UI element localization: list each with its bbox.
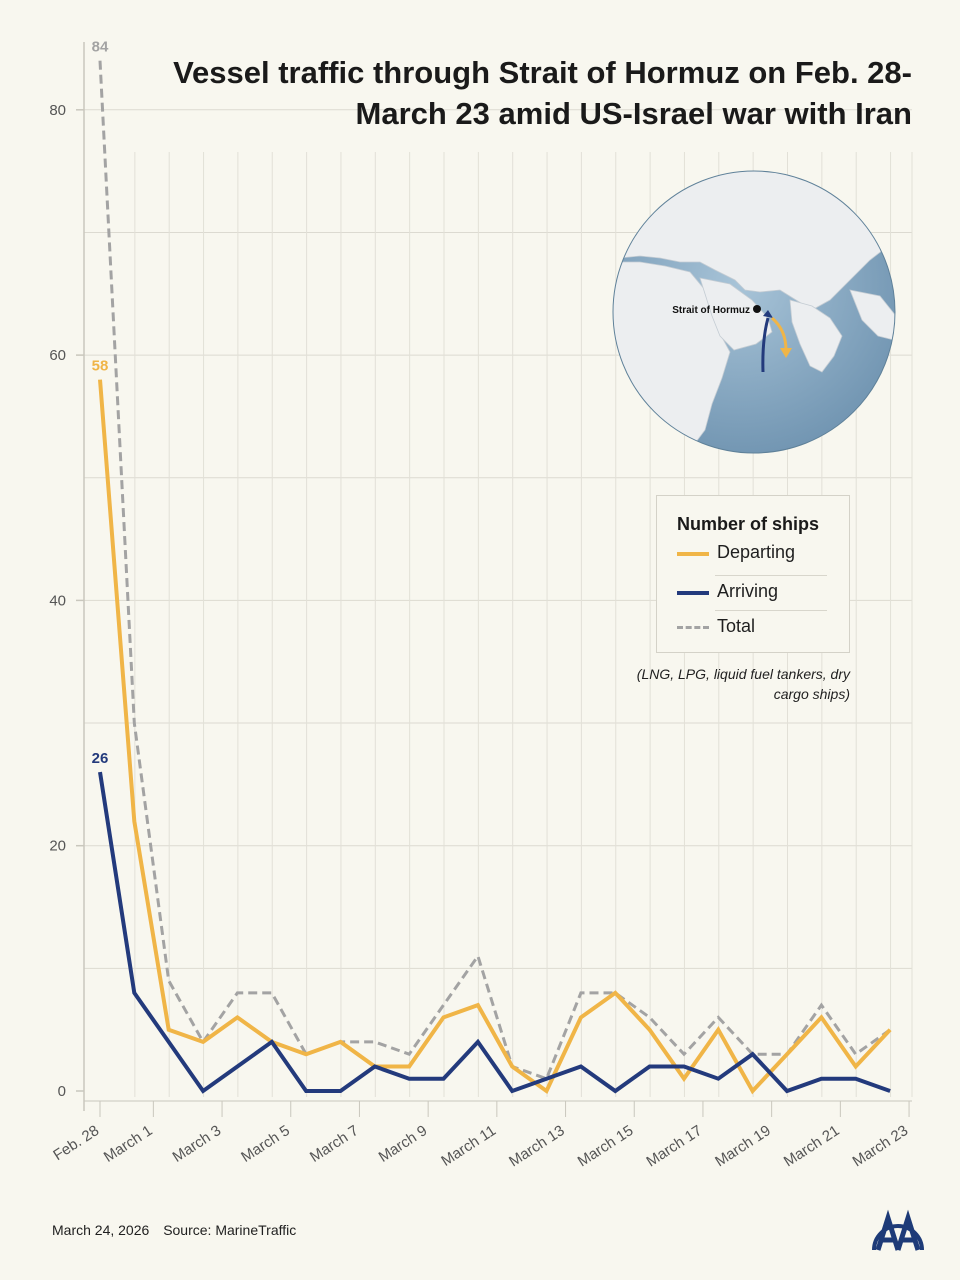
aa-logo-icon bbox=[872, 1209, 924, 1251]
departure-arrow-icon bbox=[770, 316, 788, 351]
data-label-departing: 58 bbox=[92, 358, 109, 375]
footer-date: March 24, 2026 bbox=[52, 1222, 150, 1238]
legend-swatch-arriving bbox=[677, 591, 709, 595]
departure-arrowhead-icon bbox=[780, 348, 792, 358]
legend-label-departing: Departing bbox=[717, 542, 796, 562]
chart-note: (LNG, LPG, liquid fuel tankers, dry carg… bbox=[636, 666, 850, 702]
arrival-arrow-icon bbox=[761, 317, 770, 373]
x-tick-label: March 13 bbox=[506, 1122, 568, 1170]
series-lines bbox=[98, 60, 892, 1095]
footer-source: Source: MarineTraffic bbox=[163, 1222, 297, 1238]
globe-map: Strait of Hormuz bbox=[612, 170, 896, 454]
x-tick-label: March 5 bbox=[238, 1122, 293, 1166]
y-tick-label: 40 bbox=[49, 592, 66, 609]
x-tick-label: March 21 bbox=[781, 1122, 843, 1170]
chart-title: Vessel traffic through Strait of Hormuz … bbox=[173, 55, 912, 131]
globe-outline bbox=[612, 170, 896, 454]
x-tick-label: Feb. 28 bbox=[50, 1122, 102, 1164]
legend-label-arriving: Arriving bbox=[717, 581, 779, 601]
legend-divider bbox=[715, 610, 827, 611]
y-tick-label: 0 bbox=[58, 1083, 66, 1100]
legend-divider bbox=[715, 575, 827, 576]
x-tick-label: March 7 bbox=[307, 1122, 362, 1166]
footer: March 24, 2026 Source: MarineTraffic bbox=[52, 1222, 306, 1238]
y-tick-label: 80 bbox=[49, 102, 66, 119]
x-tick-label: March 19 bbox=[712, 1122, 774, 1170]
x-tick-label: March 17 bbox=[643, 1122, 705, 1170]
y-tick-label: 60 bbox=[49, 347, 66, 364]
x-tick-label: March 1 bbox=[101, 1122, 156, 1166]
data-label-total: 84 bbox=[92, 39, 109, 56]
x-tick-label: March 23 bbox=[850, 1122, 912, 1170]
series-line-total bbox=[98, 60, 891, 1081]
series-line-arriving bbox=[98, 771, 891, 1094]
legend-swatch-total bbox=[677, 626, 709, 629]
x-tick-label: March 3 bbox=[170, 1122, 225, 1166]
legend: Number of ships Departing Arriving Total bbox=[656, 495, 850, 653]
x-tick-label: March 15 bbox=[575, 1122, 637, 1170]
arrival-arrowhead-icon bbox=[763, 310, 773, 318]
x-tick-label: March 9 bbox=[376, 1122, 431, 1166]
legend-title: Number of ships bbox=[677, 514, 820, 534]
y-tick-label: 20 bbox=[49, 838, 66, 855]
legend-label-total: Total bbox=[717, 616, 756, 636]
land-india bbox=[789, 299, 843, 373]
map-label-strait: Strait of Hormuz bbox=[672, 305, 750, 316]
data-label-arriving: 26 bbox=[92, 750, 109, 767]
legend-item-total: Total bbox=[677, 616, 829, 640]
legend-item-arriving: Arriving bbox=[677, 581, 829, 605]
land-eurasia bbox=[613, 171, 895, 311]
series-line-departing bbox=[98, 379, 892, 1095]
data-labels: 84 58 26 bbox=[92, 39, 109, 767]
x-tick-label: March 11 bbox=[438, 1122, 499, 1170]
legend-swatch-departing bbox=[677, 552, 709, 556]
strait-marker bbox=[753, 305, 761, 313]
legend-item-departing: Departing bbox=[677, 542, 829, 566]
